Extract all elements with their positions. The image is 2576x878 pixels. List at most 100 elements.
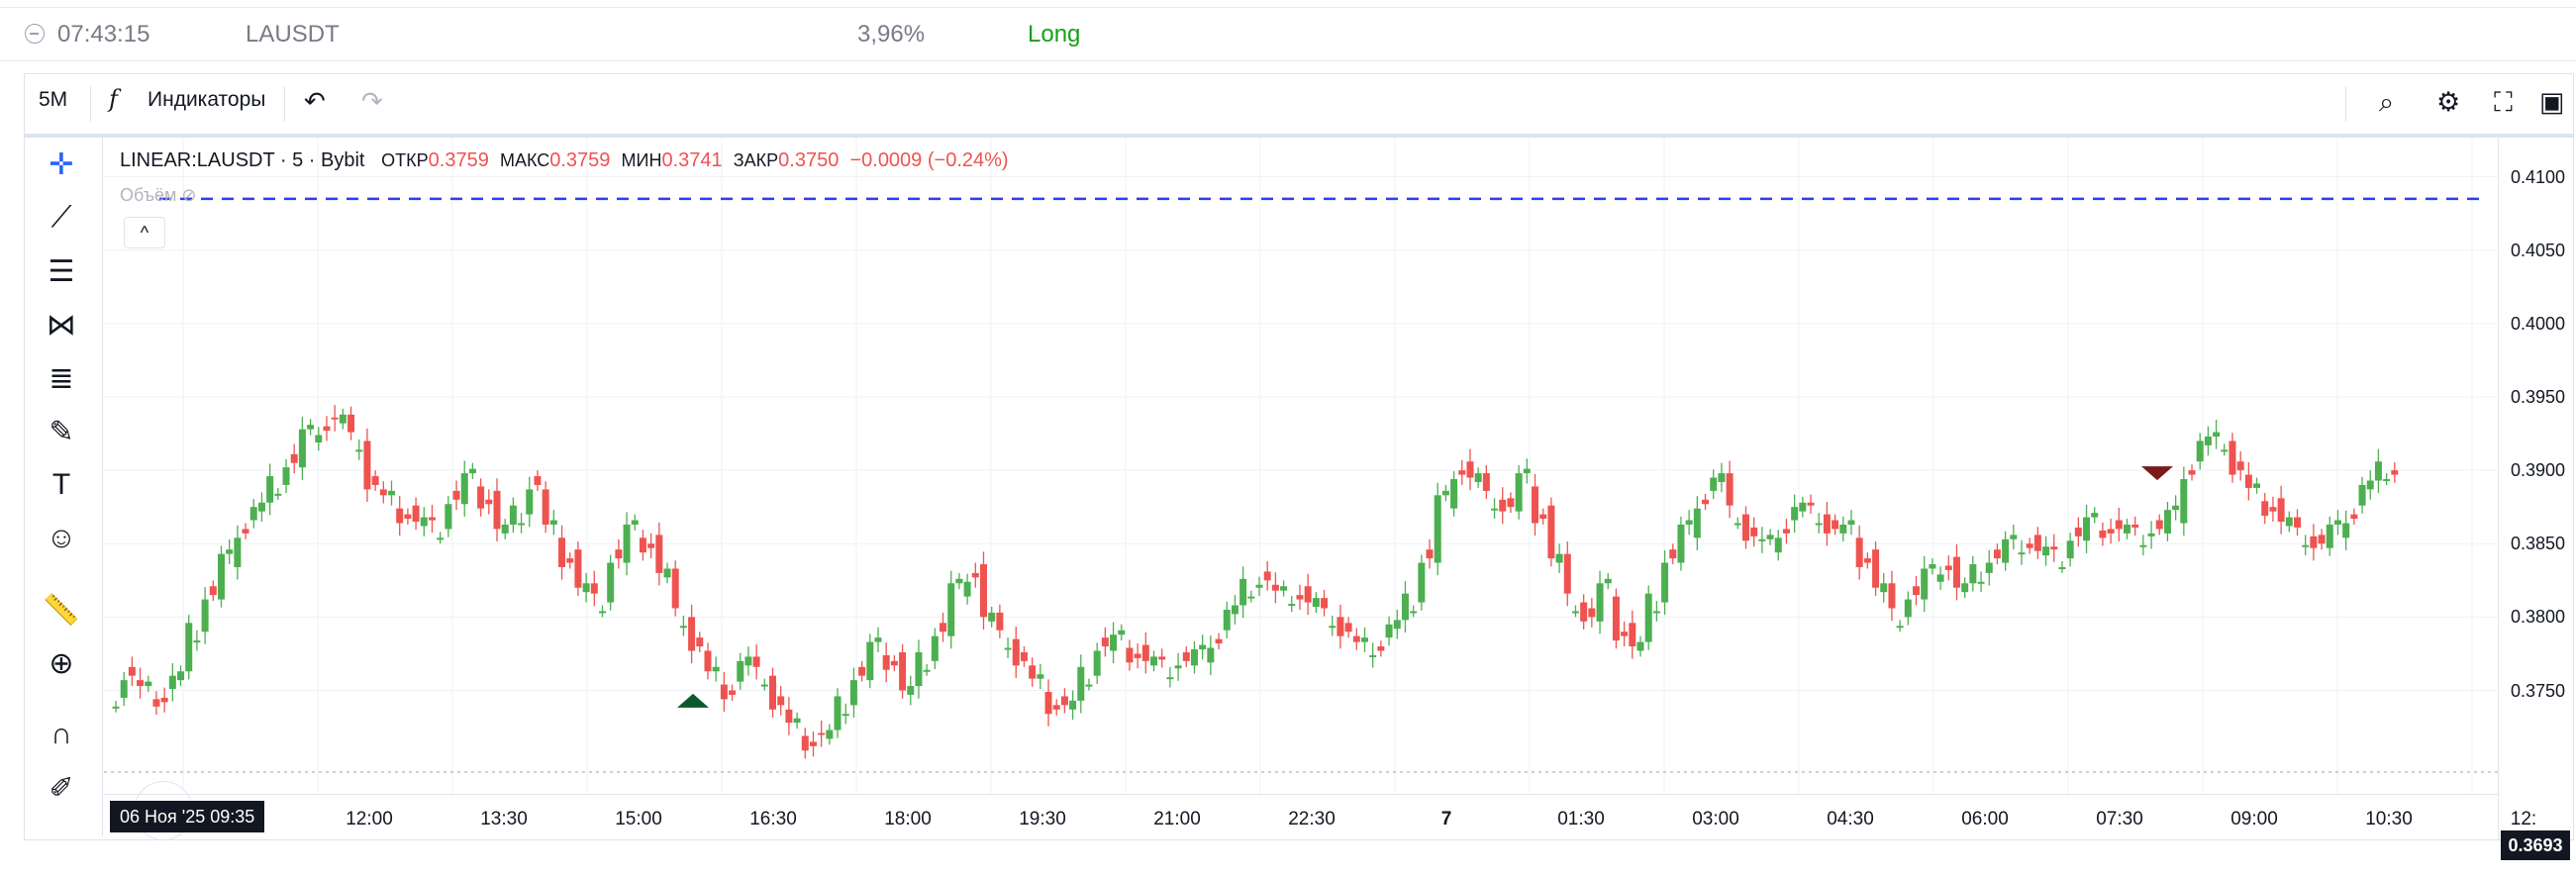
candle-body <box>2188 470 2196 475</box>
horizontal-lines-icon[interactable]: ☰ <box>48 254 75 288</box>
settings-icon[interactable]: ⚙ <box>2436 87 2461 117</box>
trendline-icon[interactable]: ⟋ <box>50 201 72 234</box>
candle-body <box>298 429 306 468</box>
candle-body <box>1239 578 1247 606</box>
candle-body <box>371 476 379 485</box>
candle-body <box>2131 524 2139 528</box>
indicators-fx-icon[interactable]: f <box>109 85 118 113</box>
candle-body <box>1110 634 1118 651</box>
undo-icon[interactable]: ↶ <box>304 86 326 116</box>
candle-body <box>1141 644 1149 661</box>
time-tick: 18:00 <box>884 809 932 829</box>
candle-body <box>671 568 679 609</box>
candle-body <box>1952 556 1960 588</box>
candle-body <box>720 684 728 700</box>
candle-body <box>2050 546 2058 550</box>
candle-body <box>1044 691 1052 715</box>
candle-body <box>1555 553 1563 563</box>
candle-body <box>323 426 331 432</box>
redo-icon[interactable]: ↷ <box>361 86 383 116</box>
candle-body <box>2042 546 2050 556</box>
candle-body <box>152 699 160 707</box>
crosshair-icon[interactable]: ✛ <box>49 147 74 181</box>
candle-body <box>1539 514 1547 520</box>
eye-hidden-icon[interactable]: ⊘ <box>181 185 197 205</box>
candle-body <box>1774 537 1782 553</box>
search-chart-icon[interactable]: ⌕ <box>2379 87 2395 117</box>
price-tick: 0.3850 <box>2511 534 2566 554</box>
candle-body <box>1118 630 1126 635</box>
candle-body <box>1126 647 1134 663</box>
magnet-icon[interactable]: ∩ <box>50 718 72 750</box>
time-axis[interactable]: 06 Ноя '25 09:35 12:00 13:30 15:00 16:30 18:… <box>104 794 2536 838</box>
price-tick: 0.3800 <box>2511 607 2566 628</box>
candle-body <box>2083 517 2091 541</box>
text-icon[interactable]: T <box>51 468 71 501</box>
fullscreen-icon[interactable]: ⛶ <box>2494 87 2513 117</box>
collapse-circle-icon[interactable] <box>25 24 45 44</box>
candle-body <box>509 505 517 525</box>
candle-body <box>1369 654 1377 657</box>
candle-body <box>1441 490 1449 496</box>
camera-icon[interactable]: ▣ <box>2539 87 2565 117</box>
candle-body <box>1263 571 1271 581</box>
candle-body <box>777 696 785 706</box>
zoom-in-icon[interactable]: ⊕ <box>49 646 74 680</box>
legend-collapse-button[interactable]: ^ <box>124 217 165 248</box>
candle-body <box>1231 605 1238 615</box>
candle-body <box>2244 474 2252 488</box>
candle-body <box>607 562 615 603</box>
candle-body <box>1523 468 1531 474</box>
candle-body <box>2318 535 2326 544</box>
candle-body <box>679 626 687 629</box>
position-time: 07:43:15 <box>57 21 150 48</box>
candle-body <box>971 572 979 578</box>
pattern-icon[interactable]: ⋈ <box>47 308 76 341</box>
candle-body <box>1012 638 1020 666</box>
candle-body <box>128 666 136 676</box>
toolbar-separator <box>90 86 91 122</box>
candle-body <box>534 476 542 485</box>
candle-body <box>290 453 298 463</box>
candlestick-plot[interactable] <box>104 138 2498 794</box>
candle-body <box>915 651 923 687</box>
candle-body <box>2253 483 2261 488</box>
candle-body <box>1807 502 1815 506</box>
candle-body <box>145 681 152 687</box>
candle-body <box>801 735 809 751</box>
candle-body <box>1872 549 1880 588</box>
fib-icon[interactable]: ≣ <box>49 361 74 395</box>
ruler-icon[interactable]: 📏 <box>43 593 80 627</box>
lock-pencil-icon[interactable]: ✐ <box>49 771 74 805</box>
candle-body <box>2204 437 2212 445</box>
candle-body <box>257 502 265 512</box>
candle-body <box>1702 499 1710 505</box>
legend-low-label: МИН <box>621 150 662 170</box>
legend-change: −0.0009 (−0.24%) <box>849 149 1009 171</box>
indicators-button[interactable]: Индикаторы <box>148 88 266 111</box>
price-axis[interactable]: 0.3693 0.4100 0.4050 0.4000 0.3950 0.3900 0.3… <box>2498 138 2575 860</box>
candle-body <box>923 669 931 672</box>
chart-widget[interactable]: 5M f Индикаторы ↶ ↷ ⌕ ⚙ ⛶ ▣ ✛ ⟋ ☰ ⋈ ≣ ✎ … <box>24 73 2575 860</box>
candle-body <box>2074 527 2082 537</box>
toolbar-separator <box>2345 86 2346 122</box>
candle-body <box>274 493 282 496</box>
legend-symbol[interactable]: LINEAR:LAUSDT · 5 · Bybit <box>120 149 365 171</box>
candle-body <box>955 578 963 584</box>
symbol-legend: LINEAR:LAUSDT · 5 · Bybit ОТКР0.3759 МАК… <box>120 149 1009 172</box>
position-row[interactable]: 07:43:15 LAUSDT 3,96% Long <box>0 9 2576 61</box>
candle-body <box>2026 543 2033 548</box>
candle-body <box>874 637 882 642</box>
candle-body <box>931 635 939 661</box>
timeframe-button[interactable]: 5M <box>39 88 68 111</box>
emoji-icon[interactable]: ☺ <box>46 522 77 554</box>
candle-body <box>388 490 396 496</box>
time-tick: 12: <box>2510 809 2537 829</box>
candle-body <box>1985 562 1993 573</box>
candle-body <box>1223 609 1231 631</box>
candle-body <box>2010 535 2018 539</box>
candle-body <box>1077 666 1085 701</box>
candle-body <box>2213 432 2221 438</box>
candle-body <box>282 467 290 485</box>
brush-icon[interactable]: ✎ <box>49 415 74 448</box>
